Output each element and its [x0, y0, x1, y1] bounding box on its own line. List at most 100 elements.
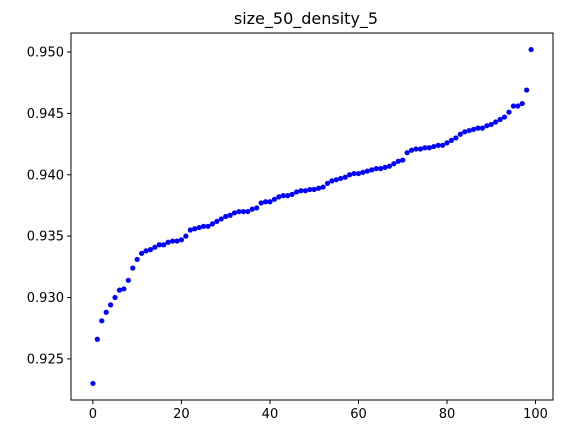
data-point: [444, 140, 450, 146]
data-point: [271, 196, 277, 202]
data-point: [192, 226, 198, 232]
data-point: [143, 248, 149, 254]
data-point: [333, 177, 339, 183]
x-tick-label: 100: [523, 407, 548, 422]
data-point: [347, 172, 353, 178]
data-points: [90, 46, 534, 387]
axes-frame: [70, 32, 554, 401]
data-point: [116, 287, 123, 293]
data-point: [524, 87, 530, 93]
x-tick-label: 0: [89, 407, 97, 422]
data-point: [320, 184, 326, 190]
data-point: [112, 294, 118, 301]
x-tick-label: 80: [439, 407, 456, 422]
data-point: [205, 223, 211, 229]
data-point: [298, 188, 304, 194]
data-point: [435, 142, 441, 148]
data-point: [373, 166, 379, 172]
data-point: [280, 193, 286, 199]
plot-area: [70, 32, 554, 401]
data-point: [130, 265, 136, 271]
data-point: [174, 238, 180, 244]
data-point: [125, 277, 131, 283]
y-tick-label: 0.950: [27, 46, 64, 61]
data-point: [218, 216, 224, 222]
data-point: [262, 199, 269, 205]
data-point: [324, 180, 331, 186]
data-point: [386, 163, 393, 169]
x-tick-label: 60: [350, 407, 367, 422]
data-point: [293, 189, 300, 195]
data-point: [161, 242, 167, 248]
data-point: [196, 224, 202, 231]
data-point: [479, 125, 485, 131]
data-point: [187, 227, 193, 233]
data-point: [94, 336, 100, 342]
data-point: [316, 185, 322, 191]
data-point: [510, 103, 516, 109]
data-point: [249, 206, 255, 212]
data-point: [209, 221, 216, 227]
data-point: [108, 302, 114, 308]
data-point: [400, 157, 406, 163]
data-point: [231, 210, 238, 216]
data-point: [466, 127, 472, 134]
data-point: [408, 147, 415, 153]
data-point: [360, 169, 366, 175]
data-point: [254, 205, 260, 211]
data-point: [183, 233, 189, 239]
data-point: [488, 121, 494, 128]
data-point: [355, 170, 362, 177]
data-point: [404, 150, 410, 156]
data-point: [369, 167, 375, 173]
y-tick-label: 0.930: [27, 291, 64, 306]
data-point: [413, 146, 419, 152]
data-point: [156, 242, 162, 248]
data-point: [329, 178, 335, 184]
data-point: [311, 186, 317, 193]
data-point: [439, 142, 446, 148]
data-point: [426, 145, 432, 151]
data-point: [382, 164, 388, 170]
data-point: [501, 114, 508, 120]
data-point: [103, 309, 109, 315]
data-point: [267, 199, 273, 205]
data-point: [121, 286, 127, 292]
x-axis: 0 20 40 60 80 100: [89, 400, 548, 422]
y-tick-label: 0.935: [27, 230, 64, 245]
data-point: [364, 168, 370, 174]
data-point: [497, 116, 503, 123]
data-point: [214, 218, 220, 225]
data-point: [152, 244, 158, 250]
data-point: [422, 145, 428, 151]
data-point: [519, 100, 525, 107]
data-point: [453, 135, 459, 141]
data-point: [470, 126, 477, 132]
x-tick-label: 20: [173, 407, 190, 422]
data-point: [395, 158, 401, 164]
data-point: [493, 119, 499, 125]
data-point: [378, 166, 384, 172]
data-point: [147, 247, 154, 253]
data-point: [307, 186, 313, 193]
data-point: [351, 170, 357, 177]
data-point: [134, 256, 140, 263]
data-point: [178, 237, 185, 243]
data-point: [484, 123, 490, 129]
data-point: [99, 318, 105, 324]
data-point: [417, 146, 424, 152]
data-point: [165, 239, 171, 245]
data-point: [227, 212, 233, 218]
data-point: [258, 200, 264, 206]
data-point: [139, 250, 145, 256]
y-axis: 0.925 0.930 0.935 0.940 0.945 0.950: [27, 46, 71, 367]
data-point: [338, 175, 344, 182]
data-point: [457, 131, 463, 137]
data-point: [90, 380, 96, 387]
data-point: [342, 174, 348, 180]
data-point: [285, 193, 291, 199]
data-point: [200, 223, 207, 229]
y-tick-label: 0.945: [27, 107, 64, 122]
data-point: [240, 208, 246, 215]
